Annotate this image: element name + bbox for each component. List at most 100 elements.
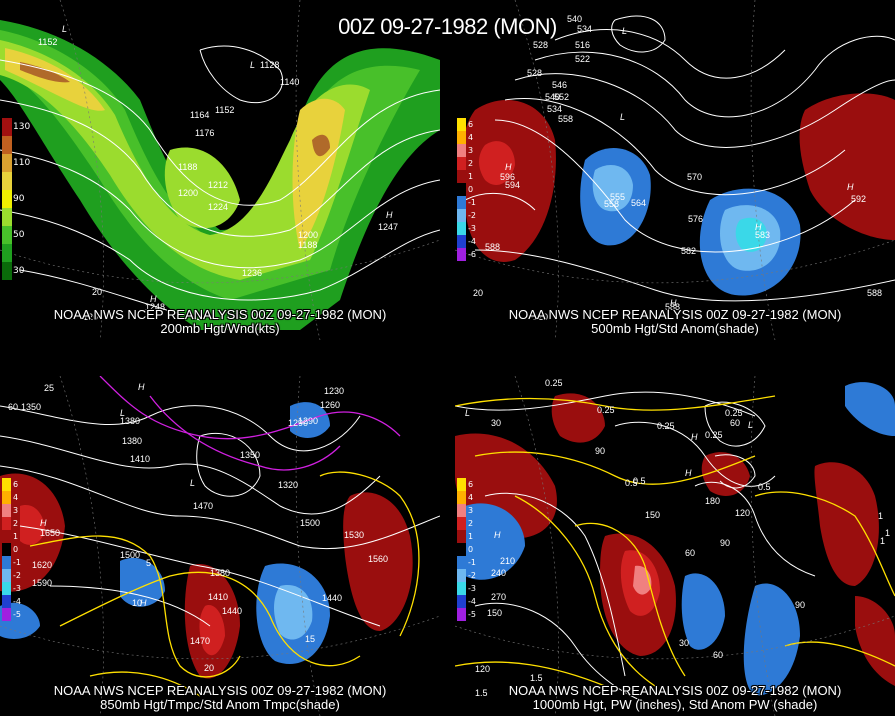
contour-label: 1650 (40, 528, 60, 538)
contour-label: 1128 (260, 60, 279, 70)
legend-entry: 4 (455, 131, 487, 144)
pressure-center-label: L (465, 408, 470, 418)
legend-swatch (457, 595, 466, 608)
legend-entry: -2 (455, 209, 487, 222)
contour-label: 1140 (280, 77, 299, 87)
caption-line1: NOAA NWS NCEP REANALYSIS 00Z 09-27-1982 … (53, 683, 387, 698)
legend-label: -6 (468, 250, 476, 259)
contour-label: 0.5 (633, 476, 646, 486)
legend-entry: 0 (455, 183, 487, 196)
panel-1000mb-precipitable-water: 0.25 0.25 0.25 0.25 0.25 0.5 0.5 0.5 1 1 1.5 1.5 30 6… (455, 376, 895, 716)
contour-label: 1164 (190, 110, 209, 120)
contour-label: 1590 (32, 578, 52, 588)
caption-line2: 850mb Hgt/Tmpc/Std Anom Tmpc(shade) (100, 697, 340, 712)
legend-label: 3 (13, 506, 19, 515)
legend-label: 6 (468, 480, 474, 489)
legend-entry (0, 172, 32, 190)
contour-label: 1152 (215, 105, 234, 115)
panel-caption: NOAA NWS NCEP REANALYSIS 00Z 09-27-1982 … (455, 684, 895, 712)
contour-label: 240 (491, 568, 506, 578)
legend-entry: -3 (455, 222, 487, 235)
legend-entry: 90 (0, 190, 32, 208)
legend-label: 3 (468, 146, 474, 155)
contour-label: 1440 (222, 606, 242, 616)
contour-label: 522 (575, 54, 590, 64)
contour-label: 120 (735, 508, 750, 518)
contour-label: 588 (485, 242, 500, 252)
contour-label: 1236 (242, 268, 262, 278)
legend-swatch (2, 172, 12, 190)
panel-500mb-height-anomaly: 528 540 534 540 534 528 516 522 546 552 558 594 570 5… (455, 0, 895, 340)
legend-swatch (457, 144, 466, 157)
pressure-center-label: L (250, 60, 255, 70)
contour-label: 150 (645, 510, 660, 520)
legend-entry: 4 (455, 491, 487, 504)
legend-swatch (2, 262, 12, 280)
legend-entry: -1 (455, 556, 487, 569)
legend-entry: -4 (455, 235, 487, 248)
legend-swatch (457, 543, 466, 556)
legend-swatch (457, 530, 466, 543)
contour-label: 540 (545, 92, 560, 102)
contour-label: 1620 (32, 560, 52, 570)
contour-label: 120 (475, 664, 490, 674)
caption-line2: 500mb Hgt/Std Anom(shade) (591, 321, 759, 336)
contour-label: 582 (681, 246, 696, 256)
anomaly-shading (462, 93, 895, 296)
contour-label: 20 (473, 288, 483, 298)
legend-entry: 6 (0, 478, 32, 491)
legend-label: 50 (13, 230, 25, 240)
contour-label: 30 (679, 638, 689, 648)
legend-label: 2 (13, 519, 19, 528)
caption-line1: NOAA NWS NCEP REANALYSIS 00Z 09-27-1982 … (508, 307, 842, 322)
legend-swatch (2, 491, 11, 504)
contour-label: 558 (604, 199, 619, 209)
contour-label: 1230 (324, 386, 344, 396)
graticule (0, 0, 440, 340)
contour-label: 270 (491, 592, 506, 602)
contour-label: 546 (552, 80, 567, 90)
contour-label: 60 (730, 418, 740, 428)
legend-label: -2 (13, 571, 21, 580)
legend-entry: -4 (455, 595, 487, 608)
legend-label: -1 (468, 198, 476, 207)
contour-label: 1212 (208, 180, 228, 190)
height-contours (0, 45, 440, 321)
legend-entry: 3 (0, 504, 32, 517)
legend-label: -2 (468, 211, 476, 220)
contour-label: 534 (577, 24, 592, 34)
pressure-center-label: H (847, 182, 854, 192)
legend-swatch (2, 478, 11, 491)
contour-label: 210 (500, 556, 515, 566)
contour-label: 1176 (195, 128, 214, 138)
legend-swatch (2, 595, 11, 608)
legend-swatch (457, 248, 466, 261)
panel-caption: NOAA NWS NCEP REANALYSIS 00Z 09-27-1982 … (0, 308, 440, 336)
contour-label: 564 (631, 198, 646, 208)
contour-label: 90 (795, 600, 805, 610)
contour-label: 1200 (178, 188, 198, 198)
caption-line2: 1000mb Hgt, PW (inches), Std Anom PW (sh… (532, 697, 818, 712)
pressure-center-label: H (40, 518, 47, 528)
contour-label: 30 (491, 418, 501, 428)
legend-label: 6 (468, 120, 474, 129)
pressure-center-label: L (620, 112, 625, 122)
legend-entry (0, 208, 32, 226)
anomaly-legend: 6 4 3 2 1 0 -1 -2 -3 -4 -6 (455, 118, 487, 261)
anomaly-shading (0, 402, 413, 679)
legend-entry: 4 (0, 491, 32, 504)
contour-label: 60 (8, 402, 18, 412)
contour-label: 1470 (193, 501, 213, 511)
legend-swatch (457, 131, 466, 144)
legend-swatch (2, 154, 12, 172)
map-500mb: 5285405345405345285165225465525585945705… (455, 0, 895, 340)
caption-line2: 200mb Hgt/Wnd(kts) (160, 321, 280, 336)
legend-entry: 3 (455, 144, 487, 157)
contour-label: 570 (687, 172, 702, 182)
legend-label: -4 (468, 597, 476, 606)
legend-label: -3 (468, 584, 476, 593)
legend-swatch (457, 608, 466, 621)
legend-swatch (2, 504, 11, 517)
